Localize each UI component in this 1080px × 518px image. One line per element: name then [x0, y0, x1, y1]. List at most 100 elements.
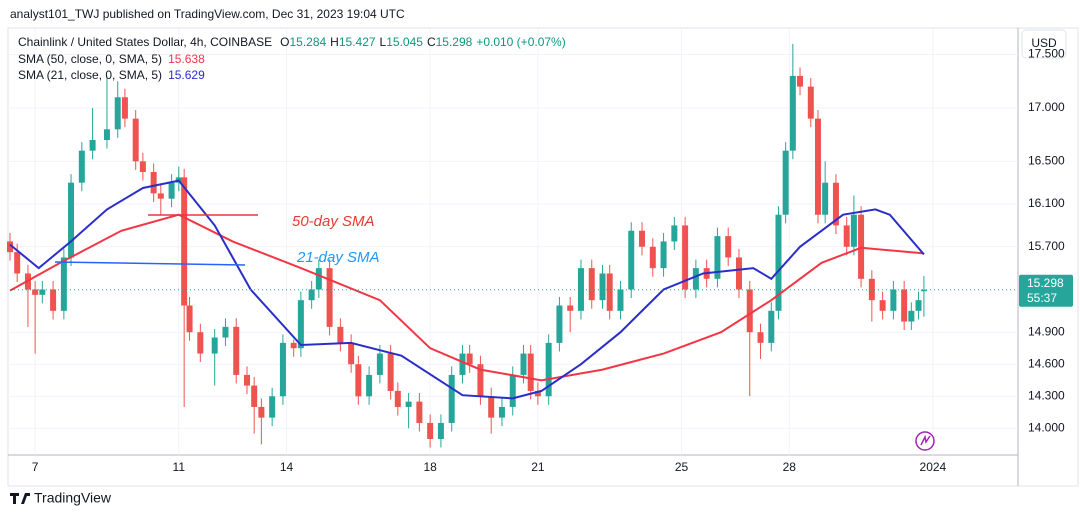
candle-body [789, 75, 796, 151]
candle-body [850, 214, 857, 247]
candle-body [181, 177, 188, 306]
ohlc-value: 15.045 [386, 35, 423, 49]
x-tick-label: 14 [280, 460, 294, 474]
candle-body [290, 342, 297, 349]
change: +0.010 (+0.07%) [476, 35, 565, 49]
x-tick-label: 7 [32, 460, 39, 474]
candle-body [50, 289, 57, 311]
ohlc-letter: O [280, 35, 289, 49]
ohlc-value: 15.284 [289, 35, 326, 49]
candle-body [498, 406, 505, 418]
ohlc-value: 15.427 [339, 35, 376, 49]
candle-body [7, 241, 13, 253]
candle-body [599, 273, 606, 301]
candle-body [251, 385, 258, 407]
candle-body [692, 268, 699, 290]
candle-body [915, 300, 922, 311]
x-tick-label: 18 [423, 460, 437, 474]
candle-body [908, 310, 915, 322]
y-tick-label: 16.100 [1028, 196, 1065, 210]
legend-value: 15.629 [168, 68, 205, 82]
candle-body [121, 97, 128, 119]
ohlc-value: 15.298 [436, 35, 473, 49]
candle-body [843, 225, 850, 247]
candle-body [258, 406, 265, 418]
candle-body [477, 364, 484, 397]
candle-body [671, 225, 678, 242]
legend-value: 15.638 [168, 52, 205, 66]
candle-body [832, 182, 839, 226]
candle-body [807, 86, 814, 119]
candle-body [797, 75, 804, 87]
candle-body [186, 305, 193, 333]
candle-body [746, 289, 753, 333]
legend-name: SMA (21, close, 0, SMA, 5) [18, 68, 162, 82]
candle-body [297, 300, 304, 349]
y-tick-label: 14.000 [1028, 420, 1065, 434]
annotation: 50-day SMA [292, 213, 375, 230]
candle-body [822, 182, 829, 215]
countdown: 55:37 [1027, 291, 1057, 305]
marks [7, 43, 927, 448]
candle-body [639, 230, 646, 247]
candle-body [222, 326, 229, 338]
y-tick-label: 15.700 [1028, 239, 1065, 253]
candle-body [233, 326, 240, 375]
candle-body [355, 364, 362, 397]
candle-body [567, 305, 574, 311]
event-icon[interactable] [915, 431, 935, 451]
symbol: Chainlink / United States Dollar, 4h, CO… [18, 35, 272, 49]
candle-body [768, 310, 775, 343]
candle-body [387, 353, 394, 391]
x-tick-label: 11 [173, 460, 186, 474]
legend-entry: SMA (50, close, 0, SMA, 5) 15.638 [18, 52, 205, 66]
candle-body [858, 214, 865, 279]
candle-body [509, 374, 516, 407]
legend-title: Chainlink / United States Dollar, 4h, CO… [18, 35, 566, 49]
candle-body [366, 374, 373, 397]
candle-body [901, 289, 908, 322]
candle-body [269, 396, 276, 418]
ohlc-letter: L [380, 35, 387, 49]
y-tick-label: 14.600 [1028, 356, 1065, 370]
chart-frame [7, 27, 1079, 487]
candle-body [725, 236, 732, 258]
candle-body [89, 139, 96, 151]
brand: TradingView [34, 490, 112, 506]
logo: TradingView [10, 490, 112, 506]
candle-body [337, 326, 344, 343]
sma-line [9, 179, 925, 400]
candle-body [556, 305, 563, 343]
candle-body [868, 278, 875, 301]
candle-body [427, 422, 434, 439]
candle-body [39, 289, 46, 295]
currency-button[interactable] [1021, 29, 1067, 59]
candle-body [326, 268, 333, 327]
candle-body [437, 422, 444, 439]
candle-body [628, 230, 635, 290]
y-tick-label: 17.000 [1028, 100, 1065, 114]
candle-body [488, 396, 495, 418]
candle-body [211, 337, 218, 354]
candle-body [617, 289, 624, 311]
legend-entry: SMA (21, close, 0, SMA, 5) 15.629 [18, 68, 205, 82]
currency[interactable]: USD [1031, 36, 1057, 50]
candle-body [376, 353, 383, 375]
y-tick-label: 14.300 [1028, 388, 1065, 402]
candle-body [32, 289, 39, 295]
candle-body [879, 300, 886, 311]
candle-body [308, 289, 315, 301]
x-tick-label: 25 [675, 460, 689, 474]
price-label: 15.298 [1027, 276, 1064, 290]
candle-body [459, 353, 466, 375]
publisher: analyst101_TWJ published on TradingView.… [10, 7, 405, 21]
candle-body [132, 118, 139, 162]
candle-body [588, 268, 595, 301]
candle-body [14, 252, 21, 274]
candle-body [714, 236, 721, 279]
legend-name: SMA (50, close, 0, SMA, 5) [18, 52, 162, 66]
candle-body [920, 289, 927, 292]
candle-body [68, 182, 75, 258]
candle-body [527, 353, 534, 391]
